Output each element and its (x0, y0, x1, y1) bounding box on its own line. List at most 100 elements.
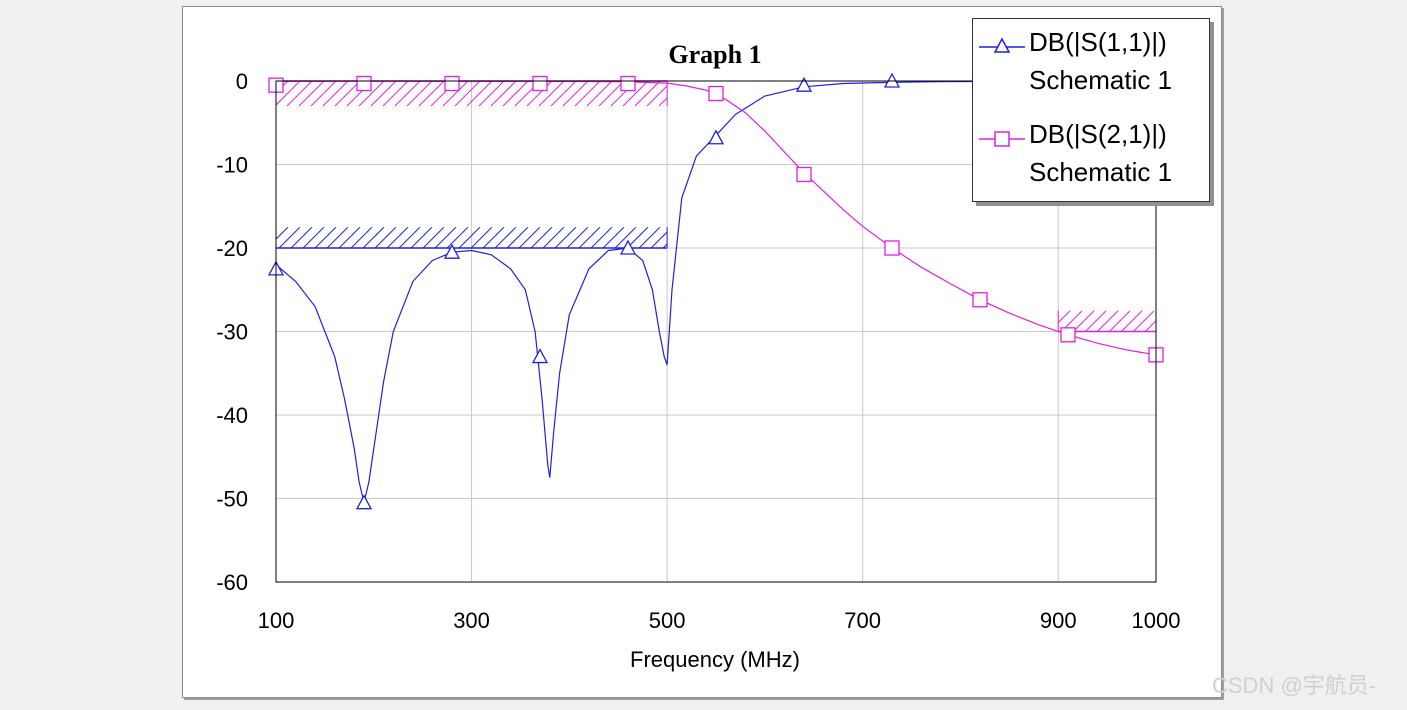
spec-hatch-line (494, 227, 517, 248)
y-tick-labels: 0 -10 -20 -30 -40 -50 -60 (216, 69, 248, 595)
spec-hatch-line (290, 227, 313, 248)
spec-hatch-line (418, 81, 445, 107)
spec-hatch-line (394, 81, 421, 107)
triangle-marker (355, 494, 373, 510)
spec-hatch-line (350, 227, 373, 248)
spec-hatch-line (586, 81, 613, 107)
spec-hatch-line (683, 81, 708, 106)
spec-hatch-line (602, 227, 625, 248)
triangle-marker (707, 129, 725, 145)
legend-triangle-marker-icon (979, 37, 1025, 53)
chart-legend: DB(|S(1,1)|) Schematic 1 DB(|S(2,1)|) Sc… (972, 18, 1210, 202)
square-marker (620, 75, 636, 92)
spec-hatch-line (382, 81, 409, 107)
spec-hatch-line (590, 227, 613, 248)
y-tick-label: -60 (216, 570, 248, 595)
spec-hatch-line (687, 227, 708, 248)
spec-hatch-line (446, 227, 469, 248)
spec-hatch-lines (1058, 310, 1157, 332)
spec-hatch-line (310, 81, 337, 107)
square-marker (708, 85, 724, 102)
spec-hatch-line (1084, 310, 1107, 332)
spec-hatch-line (478, 81, 505, 107)
x-tick-label: 100 (258, 608, 295, 633)
spec-hatch-line (1058, 310, 1071, 324)
x-tick-labels: 100 300 500 700 900 1000 (258, 608, 1181, 633)
spec-hatch-line (334, 81, 361, 107)
spec-hatch-line (406, 81, 433, 107)
spec-hatch-line (302, 227, 325, 248)
spec-hatch-line (454, 81, 481, 107)
x-tick-label: 500 (649, 608, 686, 633)
spec-hatch-line (614, 227, 637, 248)
spec-hatch-line (466, 81, 493, 107)
spec-hatch-line (1120, 310, 1143, 332)
spec-hatch-line (442, 81, 469, 107)
series-line-0 (275, 80, 1157, 503)
spec-hatch-line (562, 81, 589, 107)
spec-hatch-lines (276, 227, 708, 248)
spec-hatch-line (370, 81, 397, 107)
x-axis-label: Frequency (MHz) (630, 647, 800, 672)
spec-hatch-line (482, 227, 505, 248)
spec-hatch-line (526, 81, 553, 107)
spec-hatch-line (658, 97, 668, 107)
spec-hatch-line (276, 81, 289, 94)
spec-hatch-line (578, 227, 601, 248)
square-marker (1060, 327, 1076, 343)
spec-hatch-line (422, 227, 445, 248)
x-tick-label: 300 (453, 608, 490, 633)
spec-hatch-line (1096, 310, 1119, 332)
spec-hatch-line (276, 227, 277, 228)
spec-hatch-line (338, 227, 361, 248)
spec-hatch (275, 80, 708, 107)
triangle-marker (531, 348, 549, 364)
spec-hatch-line (598, 81, 625, 107)
x-tick-label: 900 (1040, 608, 1077, 633)
spec-hatch-line (638, 227, 661, 248)
spec-hatch (275, 227, 708, 249)
triangle-marker (619, 239, 637, 255)
chart-plot: Graph 1 0 -10 -20 -30 -40 -50 -60 100 300 500 700… (216, 40, 1181, 672)
spec-hatch-line (646, 85, 668, 107)
series-markers (267, 72, 1164, 510)
spec-hatch-line (490, 81, 517, 107)
spec-hatch-line (634, 81, 661, 107)
watermark-text: CSDN @宇航员- (1212, 673, 1377, 698)
spec-hatch-line (566, 227, 589, 248)
square-marker (356, 75, 372, 92)
spec-hatch-line (322, 81, 349, 107)
spec-hatch-line (286, 81, 313, 107)
spec-hatch-line (538, 81, 565, 107)
legend-source-s21: Schematic 1 (1029, 157, 1173, 187)
square-marker (444, 75, 460, 92)
spec-hatch-line (470, 227, 493, 248)
spec-hatch-line (1132, 310, 1155, 332)
spec-hatch-line (276, 81, 301, 106)
triangle-marker (443, 243, 461, 259)
spec-hatch-line (374, 227, 397, 248)
square-marker (884, 240, 900, 256)
y-tick-label: -20 (216, 236, 248, 261)
spec-hatch-line (434, 227, 457, 248)
spec-hatch-line (278, 227, 301, 248)
spec-hatch-line (276, 227, 289, 240)
spec-hatch-line (506, 227, 529, 248)
y-tick-label: -40 (216, 403, 248, 428)
spec-hatch-line (530, 227, 553, 248)
spec-hatch-line (550, 81, 577, 107)
spec-hatch-line (1108, 310, 1131, 332)
spec-hatch-line (298, 81, 325, 107)
legend-square-marker-icon (979, 131, 1025, 147)
x-tick-label: 1000 (1132, 608, 1181, 633)
y-tick-label: -10 (216, 153, 248, 178)
legend-entry-s21: DB(|S(2,1)|) Schematic 1 (973, 119, 1209, 209)
plot-border (275, 80, 1157, 583)
legend-label-s21: DB(|S(2,1)|) (1029, 119, 1167, 149)
legend-source-s11: Schematic 1 (1029, 65, 1173, 95)
spec-hatch-line (458, 227, 481, 248)
triangle-marker (795, 76, 813, 92)
spec-hatch-line (574, 81, 601, 107)
legend-label-s11: DB(|S(1,1)|) (1029, 27, 1167, 57)
spec-hatch (1057, 310, 1157, 333)
